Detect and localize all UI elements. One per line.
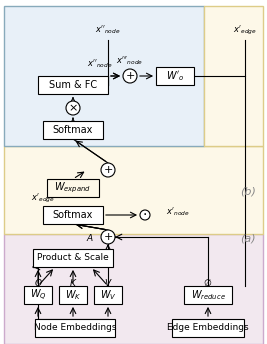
FancyBboxPatch shape <box>43 121 103 139</box>
Text: $x'_{edge}$: $x'_{edge}$ <box>233 23 257 36</box>
Text: (b): (b) <box>240 186 256 196</box>
Circle shape <box>66 101 80 115</box>
FancyBboxPatch shape <box>43 206 103 224</box>
Text: $K$: $K$ <box>69 278 77 289</box>
Bar <box>4 234 263 344</box>
Text: (a): (a) <box>240 233 256 243</box>
Text: $W_V$: $W_V$ <box>100 288 116 302</box>
Bar <box>204 6 263 146</box>
Text: +: + <box>103 232 113 242</box>
FancyBboxPatch shape <box>24 286 52 304</box>
FancyBboxPatch shape <box>33 249 113 267</box>
Text: $x'_{edge}$: $x'_{edge}$ <box>31 192 55 205</box>
Text: Edge Embeddings: Edge Embeddings <box>167 323 249 333</box>
Text: Node Embeddings: Node Embeddings <box>34 323 116 333</box>
Text: +: + <box>103 165 113 175</box>
Bar <box>4 6 204 146</box>
FancyBboxPatch shape <box>172 319 244 337</box>
Text: ×: × <box>68 103 78 113</box>
Text: $W_{expand}$: $W_{expand}$ <box>54 181 92 195</box>
Text: $W_{reduce}$: $W_{reduce}$ <box>191 288 225 302</box>
FancyBboxPatch shape <box>156 67 194 85</box>
Text: $\emptyset$: $\emptyset$ <box>203 278 213 289</box>
FancyBboxPatch shape <box>47 179 99 197</box>
Text: $W_K$: $W_K$ <box>65 288 81 302</box>
FancyBboxPatch shape <box>59 286 87 304</box>
FancyBboxPatch shape <box>38 76 108 94</box>
Text: $V$: $V$ <box>104 278 112 289</box>
Text: Product & Scale: Product & Scale <box>37 254 109 262</box>
Circle shape <box>101 163 115 177</box>
Text: Softmax: Softmax <box>53 210 93 220</box>
Text: ·: · <box>143 208 147 222</box>
Bar <box>4 146 263 234</box>
Text: Sum & FC: Sum & FC <box>49 80 97 90</box>
Text: (c): (c) <box>178 70 193 80</box>
Text: +: + <box>125 71 135 81</box>
Text: $x''_{node}$: $x''_{node}$ <box>87 58 113 70</box>
Circle shape <box>140 210 150 220</box>
FancyBboxPatch shape <box>35 319 115 337</box>
Text: $Q$: $Q$ <box>34 277 42 289</box>
FancyBboxPatch shape <box>94 286 122 304</box>
Text: $W_Q$: $W_Q$ <box>30 288 46 303</box>
Text: $W'_o$: $W'_o$ <box>166 69 184 83</box>
Text: $x'''_{node}$: $x'''_{node}$ <box>116 55 144 67</box>
Text: $x'_{node}$: $x'_{node}$ <box>166 206 190 218</box>
Text: $x''_{node}$: $x''_{node}$ <box>95 24 121 36</box>
Circle shape <box>123 69 137 83</box>
Circle shape <box>101 230 115 244</box>
FancyBboxPatch shape <box>184 286 232 304</box>
Text: Softmax: Softmax <box>53 125 93 135</box>
Text: $A$: $A$ <box>86 232 94 243</box>
